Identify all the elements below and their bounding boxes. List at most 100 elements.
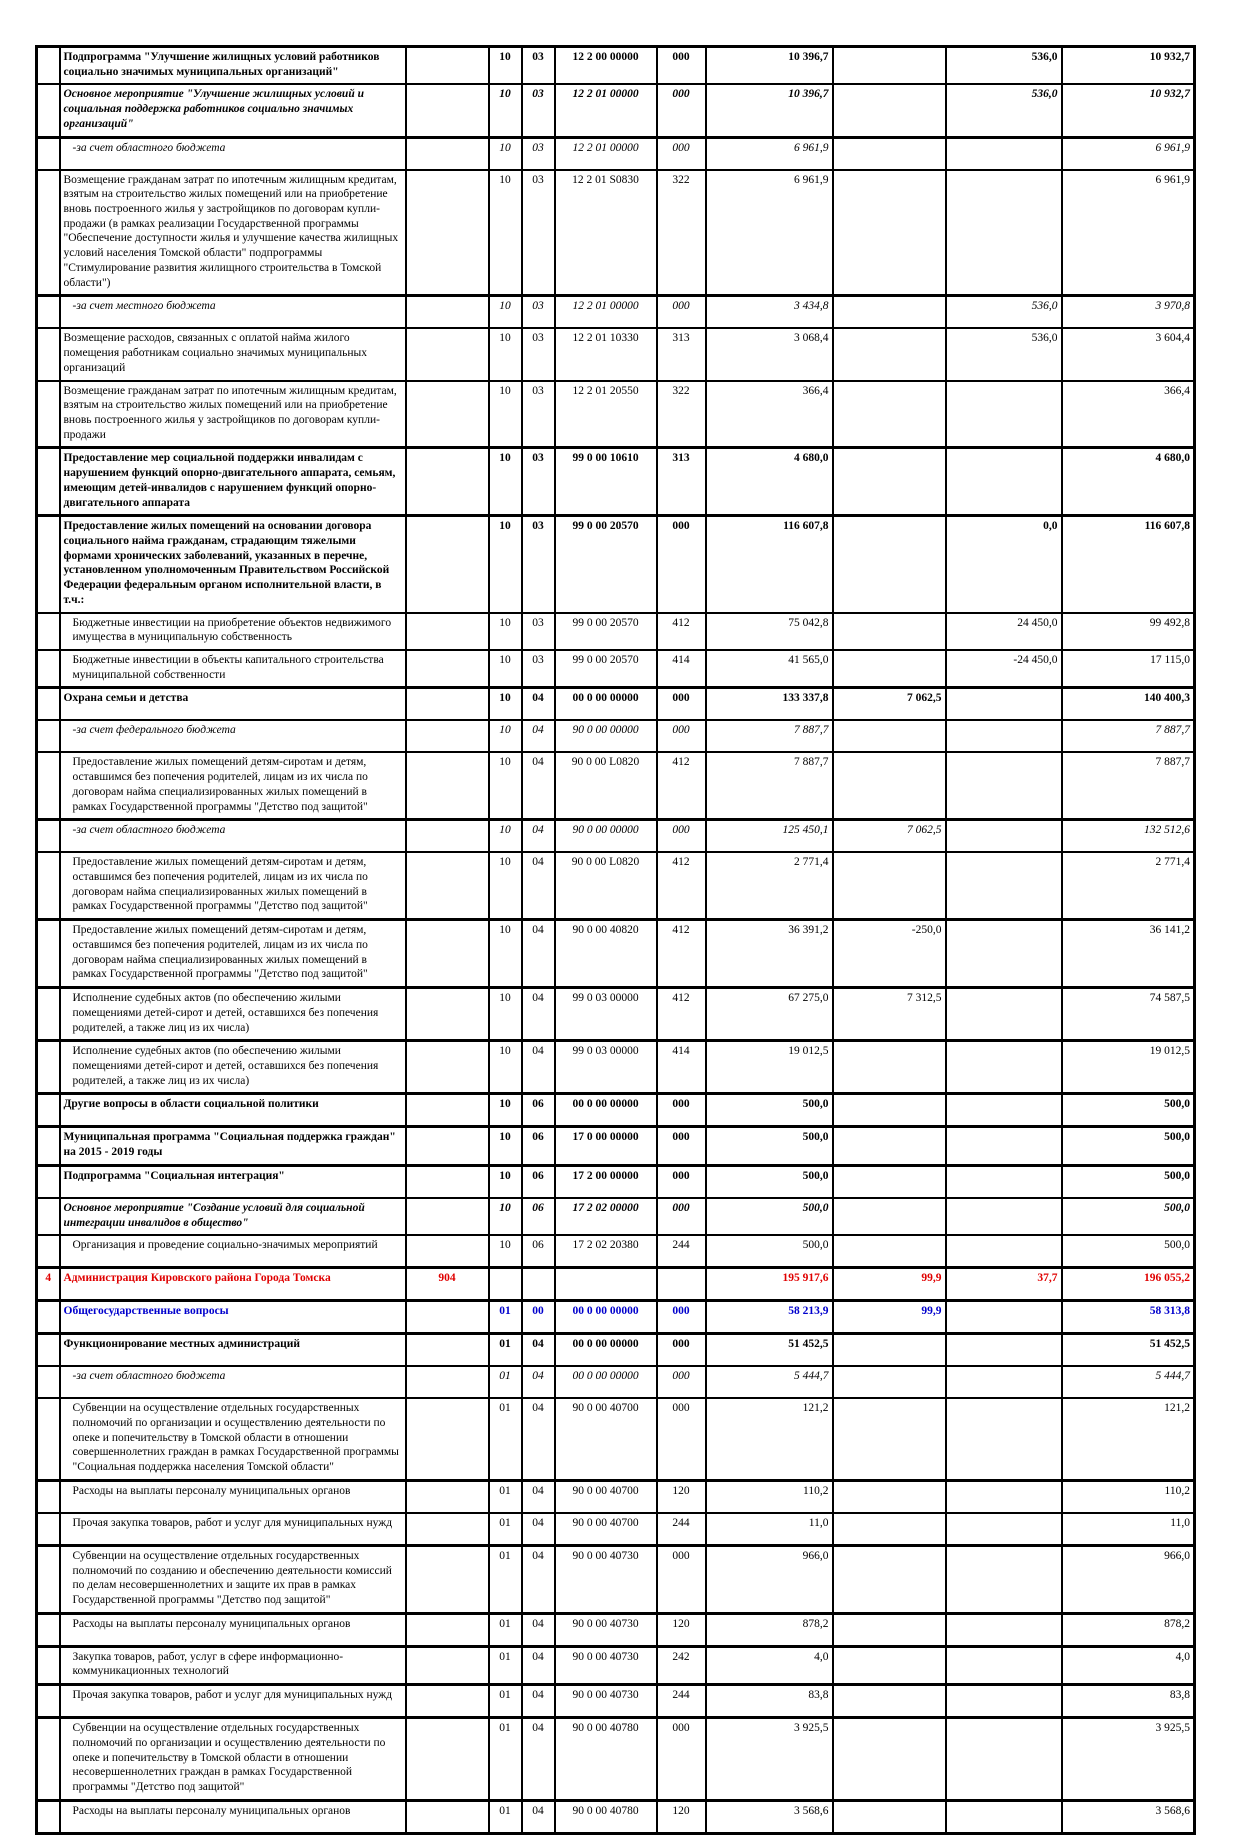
cell-csr: 90 0 00 L0820	[553, 851, 658, 921]
cell-ved	[404, 1234, 490, 1269]
cell-a3	[944, 1332, 1063, 1368]
cell-name: Возмещение гражданам затрат по ипотечным…	[58, 168, 407, 297]
table-row: Предоставление мер социальной поддержки …	[35, 446, 1196, 517]
table-row: Муниципальная программа "Социальная подд…	[35, 1125, 1196, 1167]
cell-csr: 90 0 00 40730	[553, 1611, 658, 1648]
cell-csr: 90 0 00 40730	[553, 1683, 658, 1719]
table-row: -за счет федерального бюджета 10 04 90 0 00…	[35, 719, 1196, 754]
cell-a1: 10 396,7	[704, 45, 834, 86]
cell-name: Предоставление мер социальной поддержки …	[58, 446, 407, 517]
cell-a2	[831, 379, 947, 449]
cell-a3: 536,0	[944, 83, 1063, 139]
cell-no	[35, 1478, 61, 1514]
cell-pr: 03	[520, 514, 556, 614]
cell-a2	[831, 1644, 947, 1686]
cell-rz: 01	[487, 1798, 523, 1835]
cell-vr: 322	[655, 168, 707, 297]
cell-pr: 04	[520, 751, 556, 821]
cell-vr: 414	[655, 649, 707, 689]
cell-a3	[944, 1798, 1063, 1835]
cell-a2	[831, 446, 947, 517]
cell-a1: 83,8	[704, 1683, 834, 1719]
cell-rz: 10	[487, 611, 523, 652]
table-row: Расходы на выплаты персоналу муниципальн…	[35, 1478, 1196, 1514]
cell-name: Предоставление жилых помещений детям-сир…	[58, 918, 407, 989]
cell-csr: 90 0 00 40700	[553, 1478, 658, 1514]
cell-ved	[404, 1039, 490, 1095]
cell-csr: 12 2 00 00000	[553, 45, 658, 86]
cell-vr: 000	[655, 818, 707, 854]
cell-name: -за счет областного бюджета	[58, 818, 407, 854]
cell-csr: 99 0 00 20570	[553, 649, 658, 689]
cell-csr: 90 0 00 40730	[553, 1644, 658, 1686]
cell-name: Субвенции на осуществление отдельных гос…	[58, 1543, 407, 1615]
cell-total: 51 452,5	[1060, 1332, 1196, 1368]
cell-rz: 01	[487, 1511, 523, 1547]
cell-a3	[944, 1125, 1063, 1167]
cell-csr: 12 2 01 20550	[553, 379, 658, 449]
cell-name: Организация и проведение социально-значи…	[58, 1234, 407, 1269]
page: Подпрограмма "Улучшение жилищных условий…	[35, 45, 1196, 1835]
cell-a2	[831, 1092, 947, 1128]
cell-ved	[404, 649, 490, 689]
cell-total: 58 313,8	[1060, 1299, 1196, 1335]
cell-pr: 06	[520, 1234, 556, 1269]
cell-pr: 04	[520, 1683, 556, 1719]
cell-ved	[404, 1196, 490, 1237]
cell-name: Подпрограмма "Улучшение жилищных условий…	[58, 45, 407, 86]
cell-vr: 412	[655, 611, 707, 652]
cell-rz: 01	[487, 1397, 523, 1482]
cell-ved	[404, 1478, 490, 1514]
budget-table-body: Подпрограмма "Улучшение жилищных условий…	[35, 45, 1196, 1835]
cell-total: 4,0	[1060, 1644, 1196, 1686]
cell-csr: 99 0 00 20570	[553, 514, 658, 614]
cell-a2	[831, 611, 947, 652]
cell-pr: 04	[520, 1543, 556, 1615]
cell-a3	[944, 135, 1063, 171]
cell-ved	[404, 446, 490, 517]
cell-no	[35, 1234, 61, 1269]
cell-vr: 000	[655, 1716, 707, 1802]
cell-a3	[944, 1716, 1063, 1802]
cell-csr: 90 0 00 40730	[553, 1543, 658, 1615]
cell-csr: 90 0 00 00000	[553, 818, 658, 854]
cell-vr	[655, 1266, 707, 1302]
cell-a3	[944, 446, 1063, 517]
table-row: Подпрограмма "Социальная интеграция" 10 06…	[35, 1163, 1196, 1199]
table-row: Общегосударственные вопросы 01 00 00 0 00 0…	[35, 1299, 1196, 1335]
cell-total: 3 925,5	[1060, 1716, 1196, 1802]
cell-vr: 000	[655, 719, 707, 754]
cell-a2	[831, 83, 947, 139]
cell-pr: 06	[520, 1196, 556, 1237]
cell-a1: 7 887,7	[704, 751, 834, 821]
cell-vr: 000	[655, 686, 707, 722]
cell-pr: 03	[520, 45, 556, 86]
cell-pr: 00	[520, 1299, 556, 1335]
cell-rz: 10	[487, 1125, 523, 1167]
cell-a1: 125 450,1	[704, 818, 834, 854]
cell-a1: 966,0	[704, 1543, 834, 1615]
cell-csr: 17 2 02 00000	[553, 1196, 658, 1237]
cell-pr: 03	[520, 379, 556, 449]
cell-a2	[831, 1332, 947, 1368]
cell-no	[35, 1365, 61, 1400]
cell-pr: 04	[520, 719, 556, 754]
cell-pr: 03	[520, 611, 556, 652]
cell-vr: 000	[655, 1397, 707, 1482]
cell-vr: 000	[655, 294, 707, 330]
cell-csr: 17 2 00 00000	[553, 1163, 658, 1199]
cell-vr: 412	[655, 851, 707, 921]
cell-a3	[944, 751, 1063, 821]
cell-no	[35, 1511, 61, 1547]
cell-total: 5 444,7	[1060, 1365, 1196, 1400]
cell-ved	[404, 719, 490, 754]
cell-a1: 51 452,5	[704, 1332, 834, 1368]
cell-csr: 00 0 00 00000	[553, 1092, 658, 1128]
cell-a3	[944, 1299, 1063, 1335]
cell-ved	[404, 1365, 490, 1400]
cell-ved	[404, 918, 490, 989]
cell-total: 10 932,7	[1060, 83, 1196, 139]
cell-rz	[487, 1266, 523, 1302]
cell-csr: 90 0 00 40700	[553, 1397, 658, 1482]
cell-ved	[404, 1397, 490, 1482]
